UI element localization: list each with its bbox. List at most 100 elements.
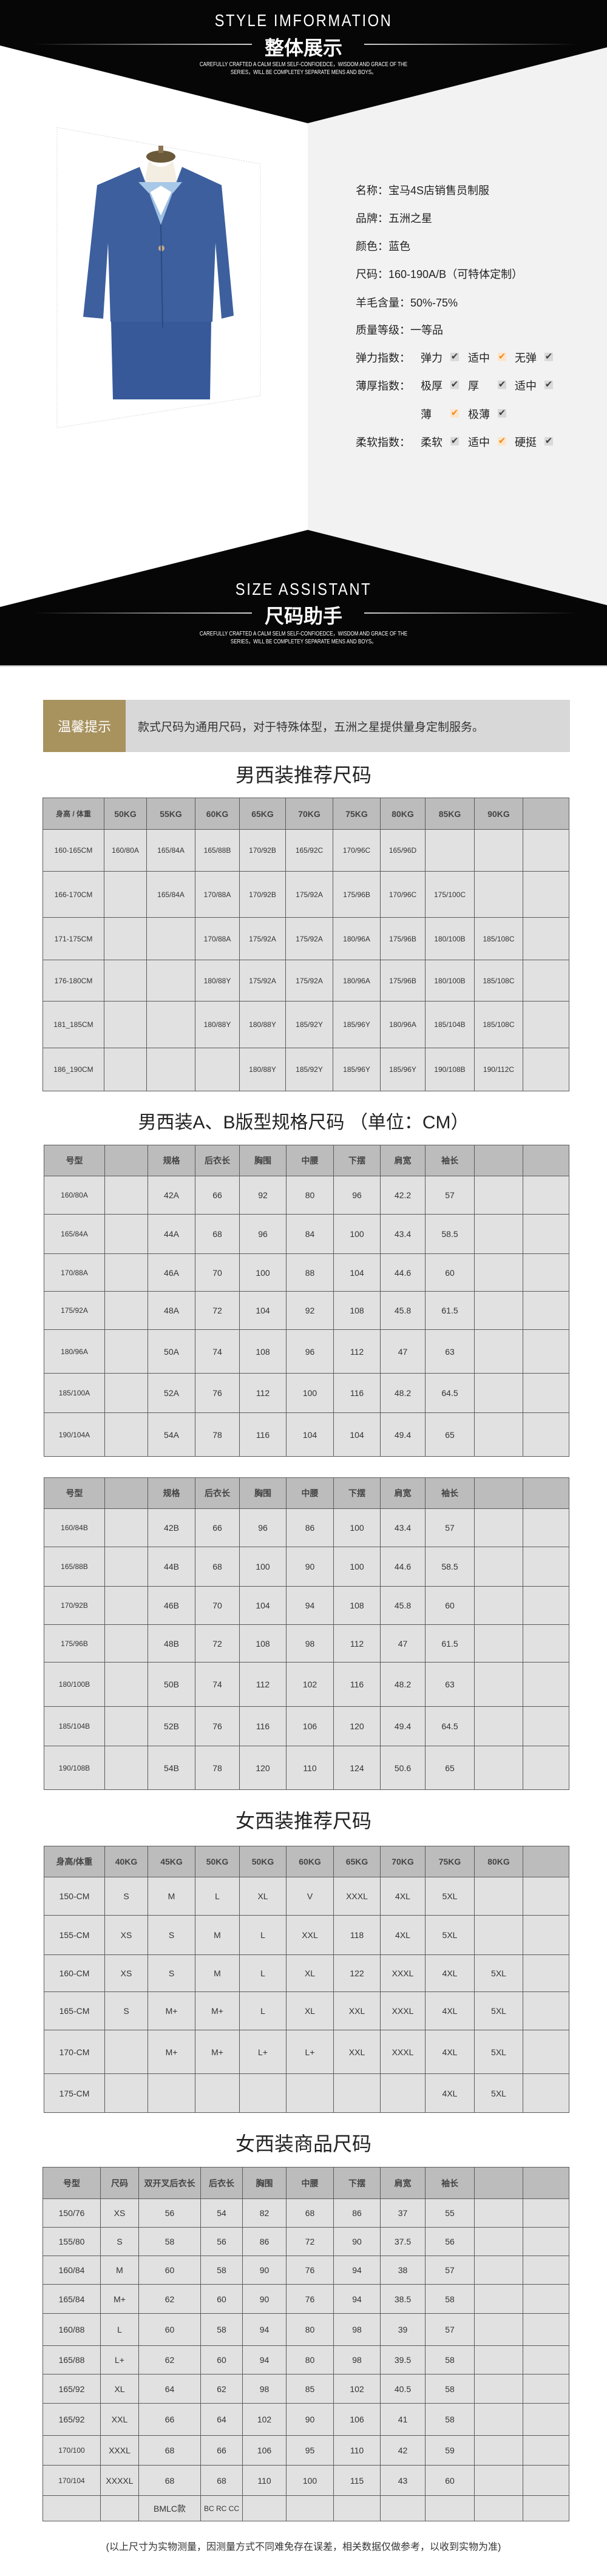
table-cell [523,1877,569,1916]
table-header-cell: 肩宽 [380,2167,426,2199]
table-cell: 185/96Y [380,1048,426,1091]
table-cell [523,2030,569,2074]
table-cell: 38 [380,2256,426,2285]
check-icon: ✔ [450,351,459,362]
spec-label: 品牌： [356,212,388,225]
table-cell: 170/92B [239,829,286,872]
table-header-cell: 80KG [474,1846,523,1877]
table-cell: XXXL [380,1991,426,2030]
table-cell: 166-170CM [42,871,104,918]
table-cell: 160-CM [44,1954,105,1992]
table-cell: S [104,1877,148,1916]
table-cell: 82 [242,2198,287,2228]
table-header-cell: 中腰 [286,1145,334,1176]
table-cell [474,2345,523,2374]
table-header-cell [523,2167,569,2199]
table-cell: 180/100B [425,917,475,960]
table-cell: 190/108B [44,1746,105,1790]
table-cell: 110 [333,2435,381,2466]
table-cell: 185/104B [425,1001,475,1048]
header-title-en: STYLE IMFORMATION [214,11,393,30]
table-cell: 170/88A [195,917,240,960]
table-cell: 100 [239,1547,287,1587]
table-cell: M [195,1915,240,1955]
table-cell [474,1176,523,1215]
table-cell [523,1329,569,1374]
table-cell: 100 [239,1253,287,1292]
table-header-cell [523,798,569,830]
table-header-cell: 肩宽 [380,1145,426,1176]
table-cell: 90 [242,2284,287,2314]
table-cell: 185/108C [474,917,523,960]
table-cell: 185/92Y [285,1001,333,1048]
table-cell [523,1746,569,1790]
table-cell: 42 [380,2435,426,2466]
table-header-cell: 袖长 [425,2167,475,2199]
table-cell: 95 [286,2435,334,2466]
table-cell: 96 [286,1329,334,1374]
table-cell: 57 [425,1176,475,1215]
table-cell [104,1329,148,1374]
table-cell [474,1877,523,1916]
table-cell: 175/100C [425,871,475,918]
table-cell: 58 [425,2403,475,2436]
index-label: 薄厚指数： [356,380,410,392]
table-title-womens-recommended: 女西装推荐尺码 [235,1810,371,1832]
spec-value: 蓝色 [388,240,410,253]
table-cell [523,1954,569,1992]
table-cell [474,1508,523,1547]
index-label: 弹力指数： [356,352,410,364]
table-cell: 190/104A [44,1412,105,1457]
table-cell: 41 [380,2403,426,2436]
table-cell: 45.8 [380,1291,426,1330]
table-cell [523,2284,569,2314]
table-cell: 44A [148,1214,195,1254]
table-cell: 185/104B [44,1706,105,1746]
table-cell: 150-CM [44,1877,105,1916]
tip-text: 款式尺码为通用尺码，对于特殊体型，五洲之星提供量身定制服务。 [126,700,570,752]
index-option-label: 适中 [468,352,490,364]
table-cell [286,2073,334,2113]
banner-shapes [0,0,607,666]
index-option-label: 硬挺 [515,436,537,449]
table-cell: 94 [333,2284,381,2314]
table-cell [104,960,147,1002]
table-header-cell: 50KG [195,1846,240,1877]
table-cell [104,1253,148,1292]
table-cell [523,1991,569,2030]
table-cell: 112 [333,1624,381,1663]
table-header-cell: 80KG [380,798,426,830]
table-header-cell [474,1145,523,1176]
table-cell: 72 [195,1291,240,1330]
table-cell: 68 [138,2465,201,2496]
table-header-cell [523,1145,569,1176]
check-icon: ✔ [498,379,506,390]
table-cell: 185/108C [474,960,523,1002]
table-cell: 175/92A [285,917,333,960]
table-cell [523,1624,569,1663]
table-cell: 70 [195,1253,240,1292]
table-cell [523,871,569,918]
table-cell: 92 [239,1176,287,1215]
table-cell: 116 [333,1373,381,1413]
table-cell: 112 [333,1329,381,1374]
spec-row: 质量等级：一等品 [356,322,443,337]
table-cell: 180/100B [425,960,475,1002]
table-cell: L+ [286,2030,334,2074]
table-cell: 62 [138,2345,201,2374]
table-header-cell: 肩宽 [380,1477,426,1509]
table-cell [523,1706,569,1746]
table-cell [104,2073,148,2113]
header-tagline-1: CAREFULLY CRAFTED A CALM SELM SELF-CONFI… [199,61,408,68]
table-cell [146,1001,195,1048]
table-cell: 46A [148,1253,195,1292]
table-cell: 150/76 [42,2198,101,2228]
table-cell [523,2374,569,2404]
table-header-cell: 后衣长 [195,1477,240,1509]
table-cell: 50.6 [380,1746,426,1790]
table-cell: S [148,1915,195,1955]
table-cell: 68 [195,1547,240,1587]
table-cell: L [239,1954,287,1992]
table-cell: 124 [333,1746,381,1790]
table-header-cell: 规格 [148,1477,195,1509]
